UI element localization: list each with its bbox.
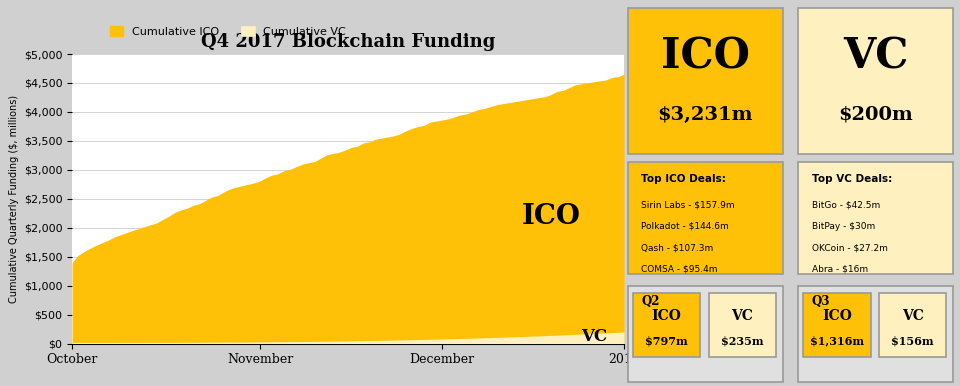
- Text: BitPay - $30m: BitPay - $30m: [812, 222, 875, 231]
- Y-axis label: Cumulative Quarterly Funding ($, millions): Cumulative Quarterly Funding ($, million…: [10, 95, 19, 303]
- Text: VC: VC: [582, 327, 608, 345]
- Text: COMSA - $95.4m: COMSA - $95.4m: [641, 264, 718, 273]
- Text: VC: VC: [843, 35, 908, 77]
- Text: Q2: Q2: [641, 295, 660, 308]
- Text: Q3: Q3: [812, 295, 830, 308]
- Text: VC: VC: [732, 309, 754, 323]
- Text: $797m: $797m: [645, 336, 688, 347]
- Text: Top ICO Deals:: Top ICO Deals:: [641, 174, 726, 184]
- Text: $3,231m: $3,231m: [658, 106, 753, 124]
- Text: ICO: ICO: [521, 203, 581, 230]
- Bar: [798, 162, 953, 274]
- Text: Polkadot - $144.6m: Polkadot - $144.6m: [641, 222, 729, 231]
- Bar: [879, 293, 947, 357]
- Text: ICO: ICO: [660, 35, 750, 77]
- Bar: [798, 8, 953, 154]
- Text: OKCoin - $27.2m: OKCoin - $27.2m: [812, 243, 888, 252]
- Text: VC: VC: [901, 309, 924, 323]
- Title: Q4 2017 Blockchain Funding: Q4 2017 Blockchain Funding: [201, 33, 495, 51]
- Bar: [804, 293, 871, 357]
- Text: $235m: $235m: [721, 336, 763, 347]
- Text: Abra - $16m: Abra - $16m: [812, 264, 868, 273]
- Text: Top VC Deals:: Top VC Deals:: [812, 174, 892, 184]
- Bar: [798, 286, 953, 382]
- Text: ICO: ICO: [822, 309, 852, 323]
- Bar: [633, 293, 700, 357]
- Text: $156m: $156m: [892, 336, 934, 347]
- Bar: [628, 8, 782, 154]
- Text: $200m: $200m: [838, 106, 913, 124]
- Text: BitGo - $42.5m: BitGo - $42.5m: [812, 201, 880, 210]
- Bar: [708, 293, 776, 357]
- Text: ICO: ICO: [652, 309, 682, 323]
- Bar: [628, 286, 782, 382]
- Legend: Cumulative ICO, Cumulative VC: Cumulative ICO, Cumulative VC: [106, 22, 350, 41]
- Bar: [628, 162, 782, 274]
- Text: Sirin Labs - $157.9m: Sirin Labs - $157.9m: [641, 201, 735, 210]
- Text: Qash - $107.3m: Qash - $107.3m: [641, 243, 713, 252]
- Text: $1,316m: $1,316m: [810, 336, 864, 347]
